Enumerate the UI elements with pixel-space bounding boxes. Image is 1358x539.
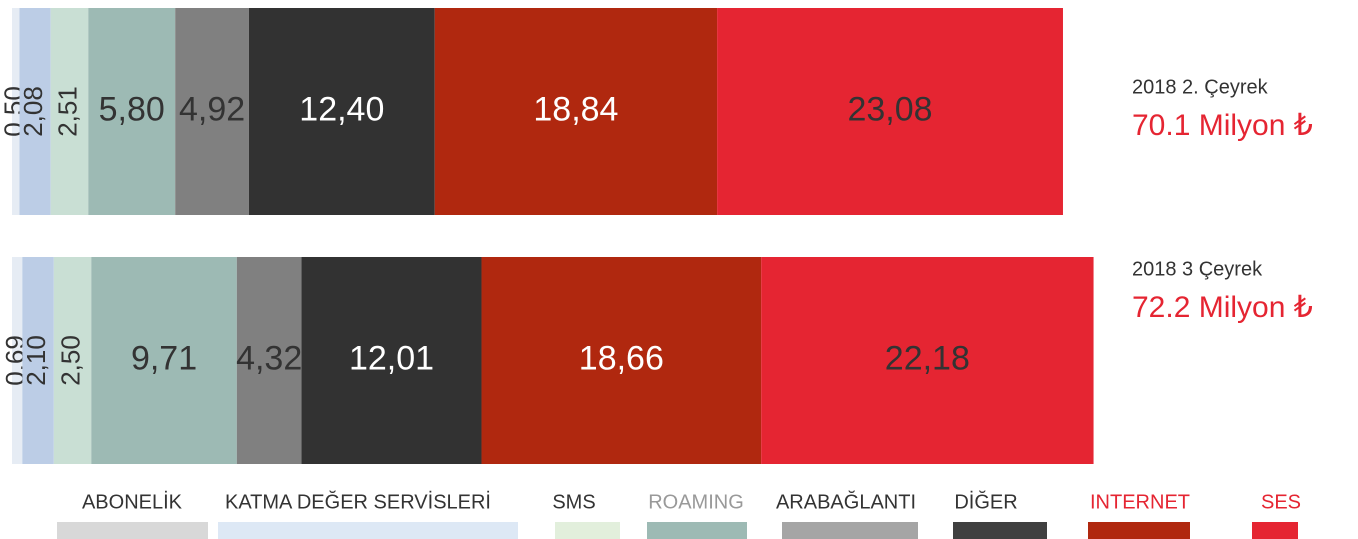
value-label: 4,32 bbox=[236, 339, 302, 377]
value-label: 18,84 bbox=[533, 90, 618, 128]
value-label: 5,80 bbox=[99, 90, 165, 128]
legend-swatch bbox=[1088, 522, 1190, 539]
value-label: 2,08 bbox=[18, 86, 48, 137]
bar-segment bbox=[175, 8, 249, 215]
total-label: 72.2 Milyon ₺ bbox=[1132, 291, 1313, 324]
legend-label: ABONELİK bbox=[82, 490, 183, 513]
bar-segment bbox=[91, 257, 237, 464]
category-label: 2018 3 Çeyrek bbox=[1132, 258, 1263, 280]
legend-label: ROAMING bbox=[648, 491, 744, 513]
category-label: 2018 2. Çeyrek bbox=[1132, 76, 1269, 98]
legend-swatch bbox=[555, 522, 620, 539]
bar-segment bbox=[12, 257, 23, 464]
legend-swatch bbox=[218, 522, 518, 539]
bar-segment bbox=[53, 257, 92, 464]
legend-label: DİĞER bbox=[954, 490, 1017, 513]
bar-segment bbox=[12, 8, 20, 215]
legend-swatch bbox=[953, 522, 1047, 539]
bar-segment bbox=[50, 8, 89, 215]
bar-segment bbox=[761, 257, 1094, 464]
value-label: 12,40 bbox=[299, 90, 384, 128]
legend-swatch bbox=[57, 522, 208, 539]
value-label: 18,66 bbox=[579, 339, 664, 377]
value-label: 2,50 bbox=[55, 335, 85, 386]
legend-label: KATMA DEĞER SERVİSLERİ bbox=[225, 490, 491, 513]
bar-segment bbox=[19, 8, 51, 215]
legend-swatch bbox=[647, 522, 747, 539]
legend-swatch bbox=[1252, 522, 1298, 539]
bar-segment bbox=[248, 8, 435, 215]
legend-label: SMS bbox=[552, 491, 595, 513]
bar-segment bbox=[236, 257, 302, 464]
value-label: 4,92 bbox=[179, 90, 245, 128]
value-label: 9,71 bbox=[131, 339, 197, 377]
bar-segment bbox=[88, 8, 176, 215]
bar-segment bbox=[434, 8, 718, 215]
bar-segment bbox=[22, 257, 54, 464]
legend-label: INTERNET bbox=[1090, 491, 1190, 513]
legend-label: SES bbox=[1261, 491, 1301, 513]
value-label: 12,01 bbox=[349, 339, 434, 377]
value-label: 2,51 bbox=[52, 86, 82, 137]
value-label: 2,10 bbox=[21, 335, 51, 386]
value-label: 23,08 bbox=[847, 90, 932, 128]
total-label: 70.1 Milyon ₺ bbox=[1132, 109, 1313, 142]
legend-label: ARABAĞLANTI bbox=[776, 490, 916, 513]
value-label: 22,18 bbox=[885, 339, 970, 377]
bar-segment bbox=[481, 257, 762, 464]
legend-swatch bbox=[782, 522, 918, 539]
bar-segment bbox=[717, 8, 1063, 215]
bar-segment bbox=[301, 257, 482, 464]
